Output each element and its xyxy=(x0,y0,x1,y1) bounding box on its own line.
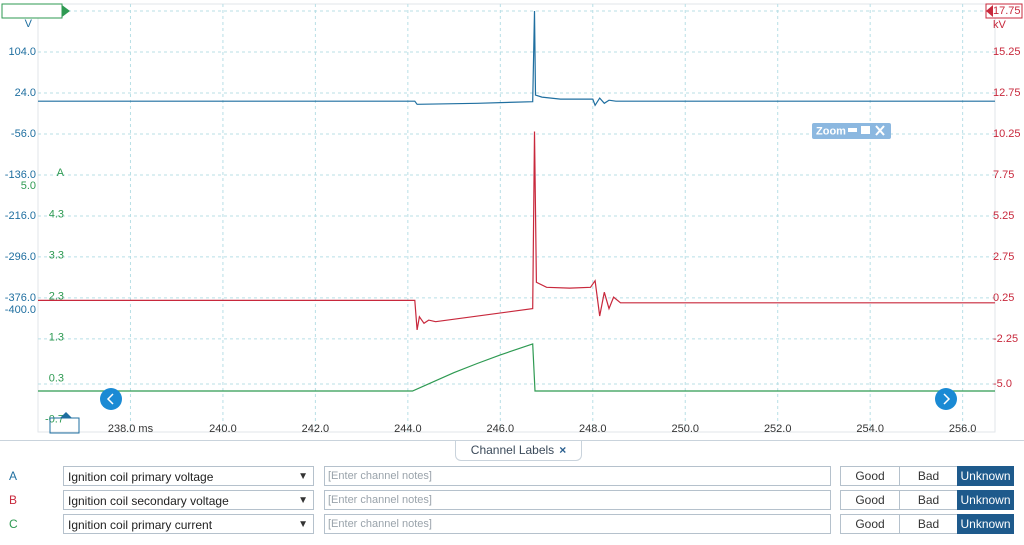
status-button[interactable]: Good xyxy=(840,514,900,534)
traces xyxy=(38,10,995,392)
scroll-right-icon xyxy=(943,393,951,405)
y-tick-label: -136.0 xyxy=(5,169,36,181)
channel-marker[interactable] xyxy=(986,5,993,17)
y-tick-label: 5.0 xyxy=(21,180,36,192)
channel-name: Ignition coil secondary voltage xyxy=(68,494,229,508)
y-tick-label: 17.75 xyxy=(993,5,1021,17)
axis-unit: A xyxy=(57,167,65,179)
channel-panel: Channel Labels × A Ignition coil primary v… xyxy=(0,440,1024,545)
y-tick-label: 10.25 xyxy=(993,128,1021,140)
trace xyxy=(38,131,995,331)
x-tick-label: 244.0 xyxy=(394,423,422,435)
y-tick-label: 7.75 xyxy=(993,169,1014,181)
scroll-left[interactable] xyxy=(100,388,122,410)
channel-name-select[interactable]: Ignition coil primary current ▼ xyxy=(63,514,314,534)
channel-notes[interactable]: [Enter channel notes] xyxy=(324,514,831,534)
status-button[interactable]: Unknown xyxy=(957,490,1014,510)
y-tick-label: -216.0 xyxy=(5,210,36,222)
y-tick-label: -296.0 xyxy=(5,251,36,263)
scope-view: 238.0 ms 240.0 242.0 244.0 246.0 248.0 250.0 25… xyxy=(1,3,1023,435)
y-tick-label: -376.0 xyxy=(5,292,36,304)
status-button[interactable]: Bad xyxy=(899,514,958,534)
dropdown-arrow: ▼ xyxy=(298,495,308,506)
trace xyxy=(38,10,995,107)
y-tick-label: 3.3 xyxy=(49,250,64,262)
y-tick-label: 4.3 xyxy=(49,209,64,221)
y-tick-label: 5.25 xyxy=(993,210,1014,222)
y-tick-label: 0.25 xyxy=(993,292,1014,304)
y-tick-label: -56.0 xyxy=(11,128,36,140)
y-tick-label: -0.7 xyxy=(45,414,64,426)
channel-letter: A xyxy=(9,469,18,483)
y-tick-label: 104.0 xyxy=(8,46,36,58)
x-tick-label: 248.0 xyxy=(579,423,607,435)
y-tick-label: -400.0 xyxy=(5,304,36,316)
x-tick-label: 238.0 ms xyxy=(108,423,154,435)
channel-name-select[interactable]: Ignition coil primary voltage ▼ xyxy=(63,466,314,486)
channel-row: A Ignition coil primary voltage ▼ [Enter ch… xyxy=(0,466,1024,488)
y-tick-label: 15.25 xyxy=(993,46,1021,58)
x-tick-label: 240.0 xyxy=(209,423,237,435)
axis-unit: kV xyxy=(993,19,1007,31)
y-tick-label: 2.3 xyxy=(49,291,64,303)
channel-letter: B xyxy=(9,493,18,507)
x-tick-label: 254.0 xyxy=(856,423,884,435)
trace xyxy=(38,343,995,392)
status-button[interactable]: Bad xyxy=(899,466,958,486)
x-tick-label: 252.0 xyxy=(764,423,792,435)
ruler-marker[interactable] xyxy=(60,412,72,418)
channel-name: Ignition coil primary voltage xyxy=(68,470,214,484)
channel-tab-label: Channel Labels xyxy=(470,443,555,457)
grid xyxy=(38,4,995,432)
x-tick-label: 250.0 xyxy=(671,423,699,435)
x-tick-label: 242.0 xyxy=(302,423,330,435)
channel-row: C Ignition coil primary current ▼ [Enter ch… xyxy=(0,514,1024,536)
channel-marker[interactable] xyxy=(62,5,70,17)
x-tick-label: 246.0 xyxy=(487,423,515,435)
channel-row: B Ignition coil secondary voltage ▼ [Enter … xyxy=(0,490,1024,512)
dropdown-arrow: ▼ xyxy=(298,471,308,482)
top-value-box xyxy=(1,3,63,19)
y-tick-label: 0.3 xyxy=(49,373,64,385)
zoom-min[interactable] xyxy=(848,128,857,132)
scroll-left-icon xyxy=(106,393,114,405)
labels: 238.0 ms 240.0 242.0 244.0 246.0 248.0 250.0 25… xyxy=(1,3,1023,435)
channel-notes[interactable]: [Enter channel notes] xyxy=(324,490,831,510)
dropdown-arrow: ▼ xyxy=(298,519,308,530)
y-tick-label: 1.3 xyxy=(49,332,64,344)
status-button[interactable]: Good xyxy=(840,490,900,510)
zoom-widget[interactable]: Zoom xyxy=(812,123,891,139)
plot-area xyxy=(37,3,996,433)
x-tick-label: 256.0 xyxy=(949,423,977,435)
y-tick-label: 12.75 xyxy=(993,87,1021,99)
y-tick-label: 24.0 xyxy=(15,87,36,99)
y-tick-label: -5.0 xyxy=(993,378,1012,390)
tab-close[interactable]: × xyxy=(559,443,567,457)
channel-notes[interactable]: [Enter channel notes] xyxy=(324,466,831,486)
scroll-right-button[interactable] xyxy=(935,388,957,410)
zoom-max[interactable] xyxy=(861,126,870,134)
status-button[interactable]: Bad xyxy=(899,490,958,510)
status-button[interactable]: Unknown xyxy=(957,466,1014,486)
channel-name: Ignition coil primary current xyxy=(68,518,213,532)
channel-letter: C xyxy=(9,517,18,531)
status-button[interactable]: Unknown xyxy=(957,514,1014,534)
channel-name-select[interactable]: Ignition coil secondary voltage ▼ xyxy=(63,490,314,510)
scroll-right[interactable] xyxy=(935,388,957,410)
zoom-label: Zoom xyxy=(816,125,846,137)
zoom-close[interactable] xyxy=(875,125,885,136)
axis-unit: V xyxy=(25,18,33,30)
channel-tab[interactable]: Channel Labels × xyxy=(455,441,582,461)
y-tick-label: -2.25 xyxy=(993,333,1018,345)
y-tick-label: 2.75 xyxy=(993,251,1014,263)
status-button[interactable]: Good xyxy=(840,466,900,486)
scroll-left-button[interactable] xyxy=(100,388,122,410)
